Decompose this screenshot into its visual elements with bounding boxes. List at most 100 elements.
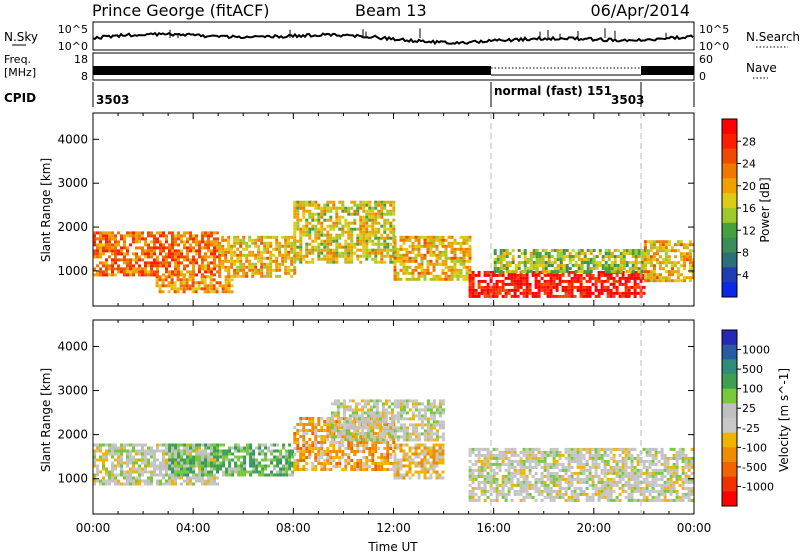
echo-cell xyxy=(117,249,120,253)
echo-cell xyxy=(598,252,602,255)
echo-cell xyxy=(402,402,406,406)
echo-cell xyxy=(426,461,430,465)
echo-cell xyxy=(251,241,255,245)
echo-cell xyxy=(153,452,156,456)
echo-cell xyxy=(432,449,436,453)
echo-cell xyxy=(432,274,436,278)
echo-cell xyxy=(311,203,315,207)
echo-cell xyxy=(350,257,354,261)
echo-cell xyxy=(426,446,430,450)
echo-cell xyxy=(420,461,424,465)
echo-cell xyxy=(162,234,165,238)
echo-cell xyxy=(381,411,385,415)
echo-cell xyxy=(483,279,487,283)
echo-cell xyxy=(597,279,601,283)
echo-cell xyxy=(305,245,309,249)
echo-cell xyxy=(423,455,427,459)
echo-cell xyxy=(655,252,659,256)
echo-cell xyxy=(480,279,484,283)
echo-cell xyxy=(189,246,192,250)
echo-cell xyxy=(420,268,424,272)
echo-cell xyxy=(171,243,174,247)
echo-cell xyxy=(504,447,508,451)
echo-cell xyxy=(350,465,354,468)
echo-cell xyxy=(372,435,376,439)
echo-cell xyxy=(216,464,220,468)
echo-cell xyxy=(359,248,363,252)
echo-cell xyxy=(221,238,225,242)
echo-cell xyxy=(114,237,117,241)
echo-cell xyxy=(126,258,129,262)
echo-cell xyxy=(393,256,397,260)
echo-cell xyxy=(389,447,393,450)
echo-cell xyxy=(114,449,117,453)
echo-cell xyxy=(120,467,123,471)
echo-cell xyxy=(438,402,442,406)
echo-cell xyxy=(399,262,403,266)
echo-cell xyxy=(117,449,120,453)
echo-cell xyxy=(296,459,300,462)
echo-cell xyxy=(679,264,683,268)
echo-cell xyxy=(150,455,153,459)
echo-cell xyxy=(204,443,208,447)
echo-cell xyxy=(111,476,114,480)
echo-cell xyxy=(516,459,520,463)
echo-cell xyxy=(597,276,601,280)
echo-cell xyxy=(664,243,668,247)
echo-cell xyxy=(288,455,292,459)
echo-cell xyxy=(329,260,333,264)
echo-cell xyxy=(287,265,291,269)
echo-cell xyxy=(607,249,611,252)
echo-cell xyxy=(597,462,601,466)
echo-cell xyxy=(245,274,249,278)
echo-cell xyxy=(216,249,219,253)
echo-cell xyxy=(586,270,590,273)
echo-cell xyxy=(258,446,262,450)
echo-cell xyxy=(93,473,96,477)
echo-cell xyxy=(516,471,520,475)
echo-cell xyxy=(216,443,220,447)
echo-cell xyxy=(676,270,680,274)
echo-cell xyxy=(462,274,466,278)
echo-cell xyxy=(453,271,457,275)
echo-cell xyxy=(213,452,217,456)
echo-cell xyxy=(516,288,520,292)
echo-cell xyxy=(362,423,366,426)
echo-cell xyxy=(513,483,517,487)
echo-cell xyxy=(366,411,370,415)
echo-cell xyxy=(390,414,394,418)
echo-cell xyxy=(96,249,99,253)
echo-cell xyxy=(493,267,497,270)
echo-cell xyxy=(153,273,156,277)
echo-cell xyxy=(183,479,186,483)
echo-cell xyxy=(174,255,177,259)
echo-cell xyxy=(117,473,120,477)
echo-cell xyxy=(251,238,255,242)
echo-cell xyxy=(495,486,499,490)
echo-cell xyxy=(535,264,539,267)
echo-cell xyxy=(402,449,406,453)
echo-cell xyxy=(538,252,542,255)
echo-cell xyxy=(218,247,222,251)
echo-cell xyxy=(667,273,671,277)
echo-cell xyxy=(156,458,159,462)
echo-cell xyxy=(603,459,607,463)
echo-cell xyxy=(209,287,213,291)
echo-cell xyxy=(288,473,292,477)
echo-cell xyxy=(171,455,175,459)
echo-cell xyxy=(165,467,168,471)
echo-cell xyxy=(477,270,481,274)
echo-cell xyxy=(546,285,550,289)
echo-cell xyxy=(393,405,397,409)
echo-cell xyxy=(236,259,240,263)
echo-cell xyxy=(417,271,421,275)
echo-cell xyxy=(591,459,595,463)
echo-cell xyxy=(365,239,369,243)
echo-cell xyxy=(465,235,469,239)
echo-cell xyxy=(637,252,641,255)
echo-cell xyxy=(573,498,577,502)
echo-cell xyxy=(595,255,599,258)
echo-cell xyxy=(326,438,330,441)
echo-cell xyxy=(628,249,632,252)
echo-cell xyxy=(649,261,653,265)
